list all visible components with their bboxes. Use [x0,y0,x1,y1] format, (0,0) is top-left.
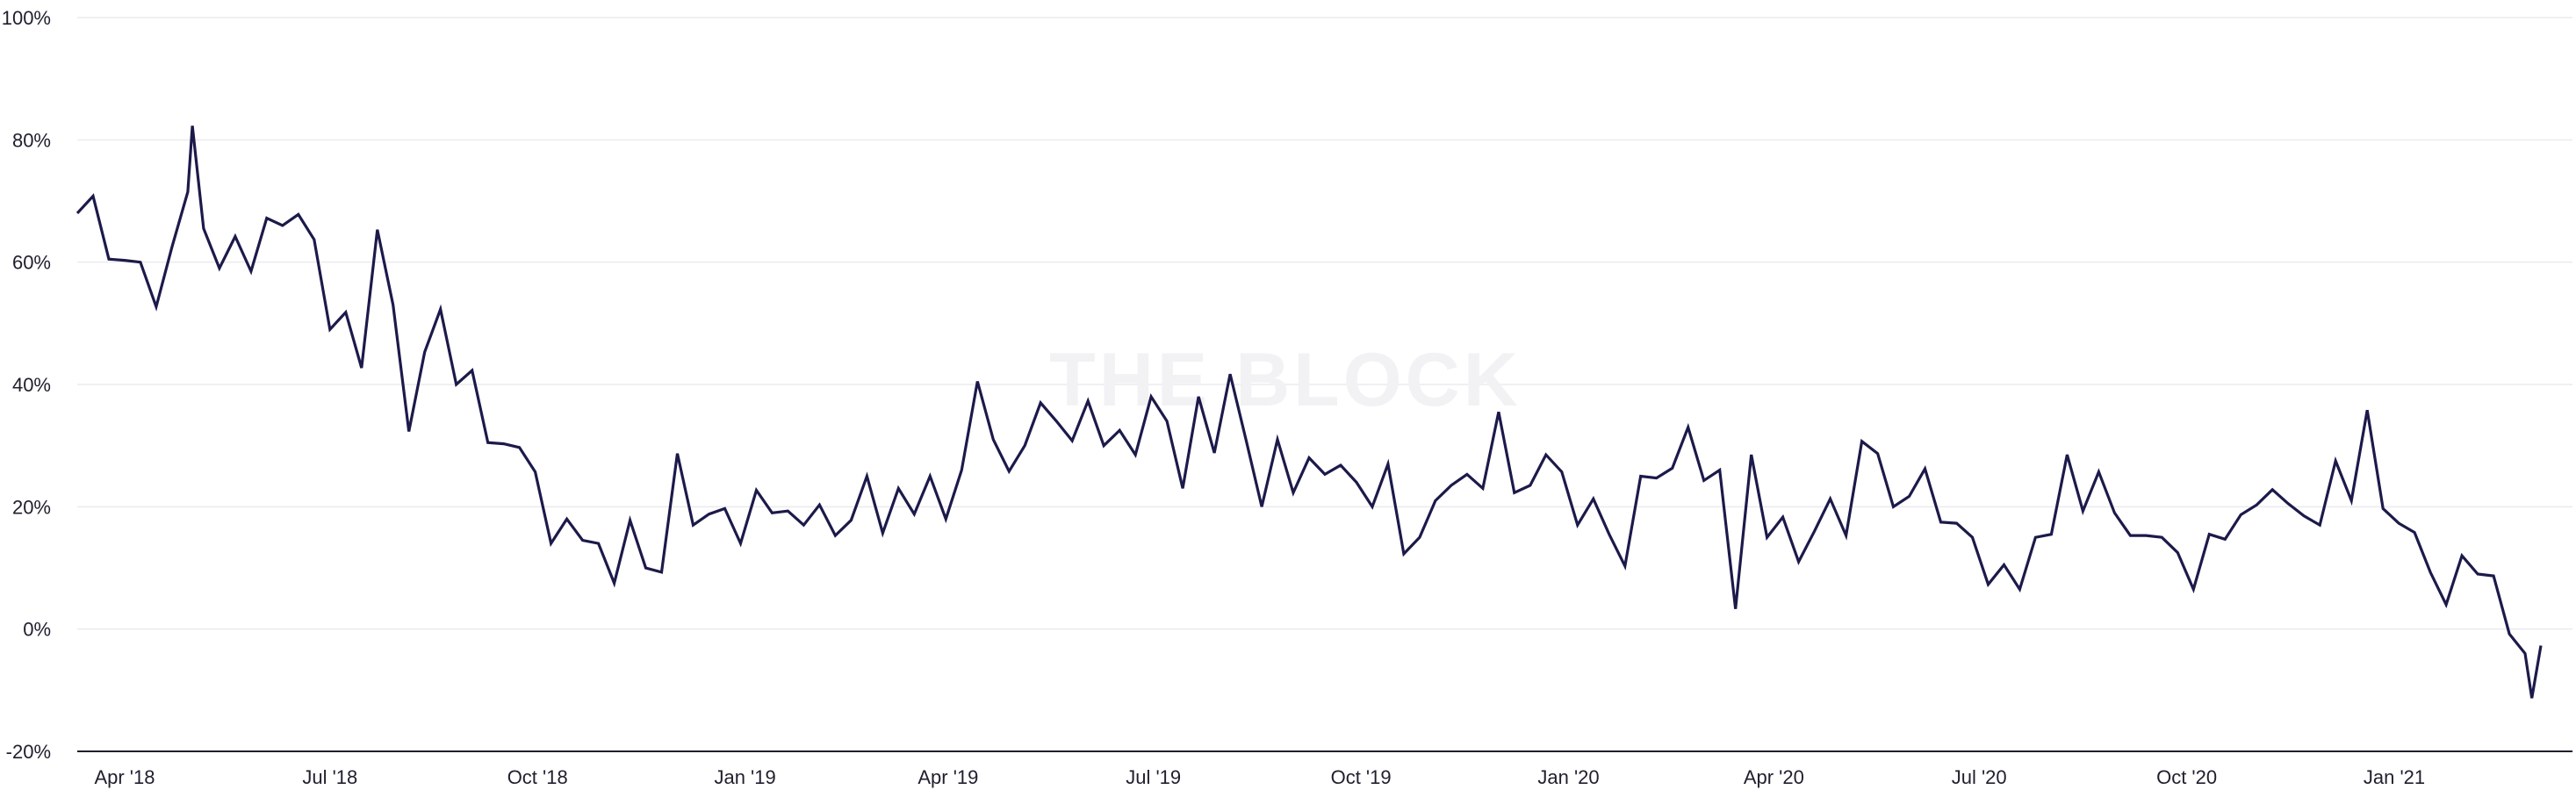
x-tick-label: Oct '18 [507,766,568,788]
x-tick-label: Apr '19 [917,766,978,788]
x-tick-label: Oct '20 [2156,766,2217,788]
y-tick-label: 40% [12,374,51,396]
grid-lines [77,17,2572,630]
y-tick-label: 20% [12,496,51,518]
x-tick-label: Jul '20 [1952,766,2007,788]
y-tick-label: 0% [23,619,51,641]
x-tick-label: Jan '19 [714,766,775,788]
series-line-0 [76,126,2543,699]
series-layer [76,126,2543,699]
y-tick-label: 60% [12,252,51,274]
y-axis-tick-labels: -20% 0% 20% 40% 60% 80% 100% [2,7,51,763]
y-tick-label: 80% [12,129,51,151]
x-tick-label: Oct '19 [1331,766,1392,788]
y-tick-label: -20% [6,741,51,763]
x-tick-label: Apr '20 [1744,766,1804,788]
x-tick-label: Jan '20 [1537,766,1599,788]
y-tick-label: 100% [2,7,51,29]
x-axis-tick-labels: Apr '18 Jul '18 Oct '18 Jan '19 Apr '19 Jul '… [94,766,2425,788]
x-tick-label: Jul '19 [1126,766,1181,788]
watermark: THE BLOCK [1049,338,1522,422]
x-tick-label: Jul '18 [302,766,357,788]
x-tick-label: Apr '18 [94,766,155,788]
x-tick-label: Jan '21 [2364,766,2425,788]
